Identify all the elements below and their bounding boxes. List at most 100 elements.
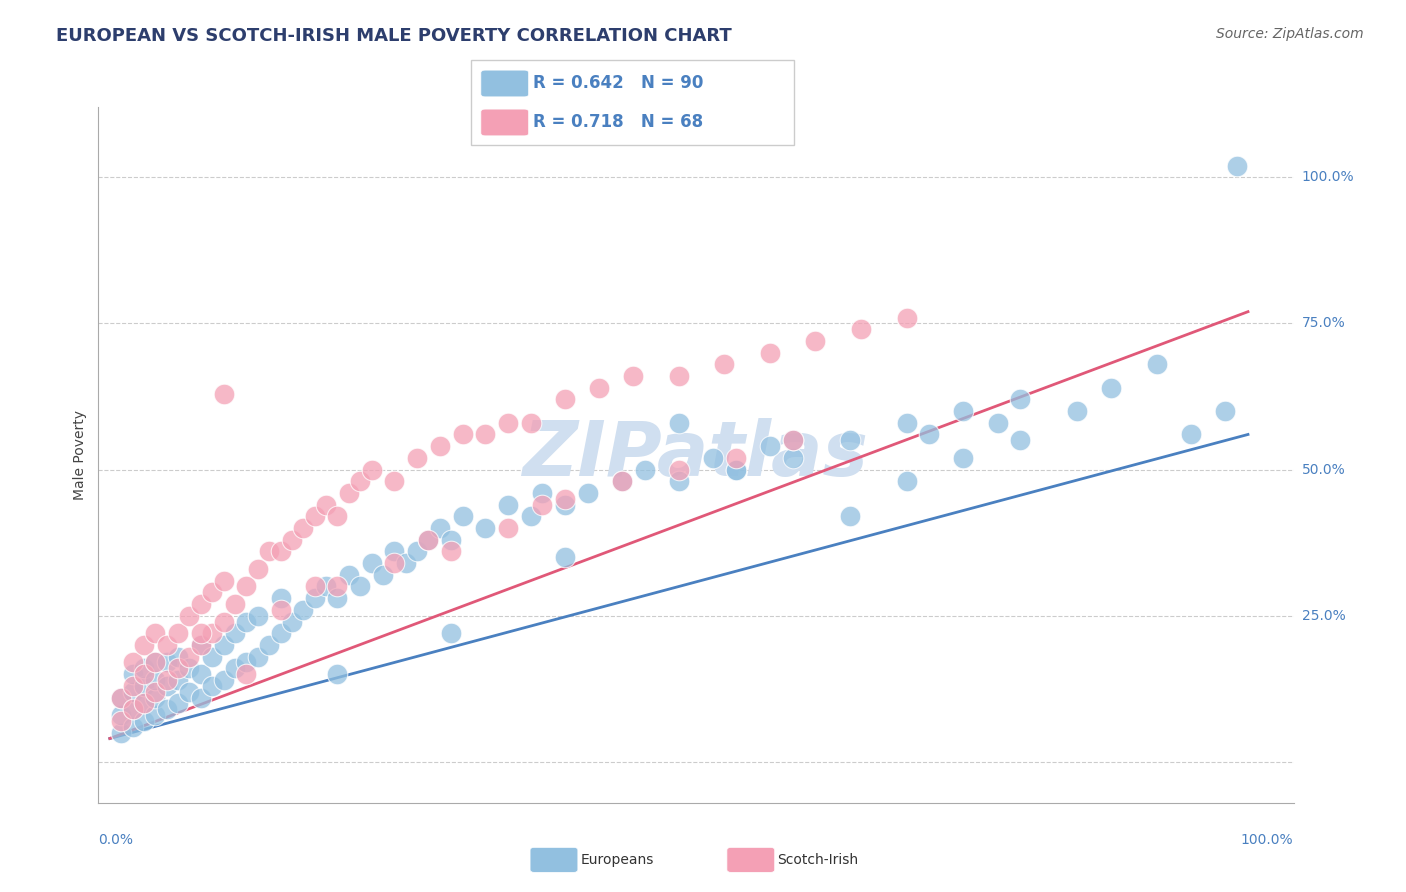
Point (382, 474, 405, 488)
Text: ZIPatlas: ZIPatlas (523, 418, 869, 491)
Point (281, 615, 304, 629)
Point (451, 509, 474, 524)
Point (190, 597, 212, 611)
Point (156, 679, 179, 693)
Point (724, 462, 747, 476)
Point (713, 357, 735, 371)
Point (201, 649, 224, 664)
Point (759, 439, 782, 453)
Point (121, 684, 143, 698)
Point (179, 661, 201, 675)
Point (804, 334, 827, 348)
Point (110, 708, 132, 723)
Point (474, 427, 496, 442)
Point (531, 498, 554, 512)
Point (121, 667, 143, 681)
Point (121, 656, 143, 670)
Point (143, 656, 166, 670)
Point (554, 498, 576, 512)
Point (440, 626, 463, 640)
Point (496, 498, 519, 512)
Point (143, 626, 166, 640)
Point (474, 521, 496, 535)
Point (668, 369, 690, 384)
Point (668, 416, 690, 430)
Point (520, 509, 543, 524)
Point (520, 416, 543, 430)
Point (1099, 381, 1122, 395)
Point (1146, 357, 1168, 371)
Point (326, 591, 349, 606)
Point (315, 498, 337, 512)
Point (224, 626, 246, 640)
Point (952, 450, 974, 465)
Point (167, 626, 190, 640)
Point (292, 521, 315, 535)
Point (143, 673, 166, 687)
Point (782, 434, 804, 448)
Point (896, 310, 918, 325)
Text: R = 0.642   N = 90: R = 0.642 N = 90 (533, 75, 703, 93)
Point (1010, 392, 1032, 407)
Point (179, 684, 201, 698)
Point (110, 725, 132, 739)
Point (143, 690, 166, 705)
Point (554, 491, 576, 506)
Point (143, 684, 166, 698)
Point (246, 562, 269, 576)
Point (121, 720, 143, 734)
Point (952, 404, 974, 418)
Point (167, 673, 190, 687)
Point (451, 427, 474, 442)
Point (270, 603, 292, 617)
Text: Source: ZipAtlas.com: Source: ZipAtlas.com (1216, 27, 1364, 41)
Point (190, 638, 212, 652)
Point (349, 579, 371, 593)
Point (121, 702, 143, 716)
Point (1180, 427, 1202, 442)
Point (326, 667, 349, 681)
Point (235, 667, 257, 681)
Point (201, 626, 224, 640)
Point (838, 509, 860, 524)
Point (1066, 404, 1088, 418)
Point (190, 626, 212, 640)
Point (554, 392, 576, 407)
Point (440, 533, 463, 547)
Point (224, 597, 246, 611)
Point (418, 533, 440, 547)
Point (724, 462, 747, 476)
Point (382, 556, 405, 570)
Point (496, 521, 519, 535)
Point (724, 450, 747, 465)
Text: 75.0%: 75.0% (1302, 317, 1346, 330)
Point (395, 556, 418, 570)
Point (406, 544, 429, 558)
Text: 100.0%: 100.0% (1241, 833, 1294, 847)
Point (270, 626, 292, 640)
Point (838, 434, 860, 448)
Point (621, 369, 644, 384)
Point (246, 608, 269, 623)
Point (668, 462, 690, 476)
Point (281, 533, 304, 547)
Text: Europeans: Europeans (581, 853, 654, 867)
Point (212, 574, 235, 588)
Point (167, 697, 190, 711)
Point (849, 322, 872, 336)
Point (212, 638, 235, 652)
Point (110, 690, 132, 705)
Point (110, 714, 132, 728)
Y-axis label: Male Poverty: Male Poverty (73, 410, 87, 500)
Point (782, 434, 804, 448)
Point (132, 638, 155, 652)
Point (576, 486, 599, 500)
Point (304, 579, 326, 593)
Point (588, 381, 610, 395)
Point (190, 667, 212, 681)
Point (212, 386, 235, 401)
Point (337, 567, 360, 582)
Text: EUROPEAN VS SCOTCH-IRISH MALE POVERTY CORRELATION CHART: EUROPEAN VS SCOTCH-IRISH MALE POVERTY CO… (56, 27, 733, 45)
Point (496, 416, 519, 430)
Point (382, 544, 405, 558)
